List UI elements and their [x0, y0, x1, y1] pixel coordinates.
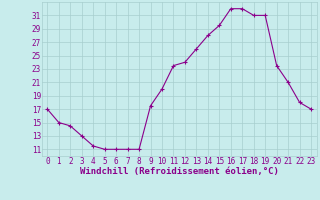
X-axis label: Windchill (Refroidissement éolien,°C): Windchill (Refroidissement éolien,°C) [80, 167, 279, 176]
